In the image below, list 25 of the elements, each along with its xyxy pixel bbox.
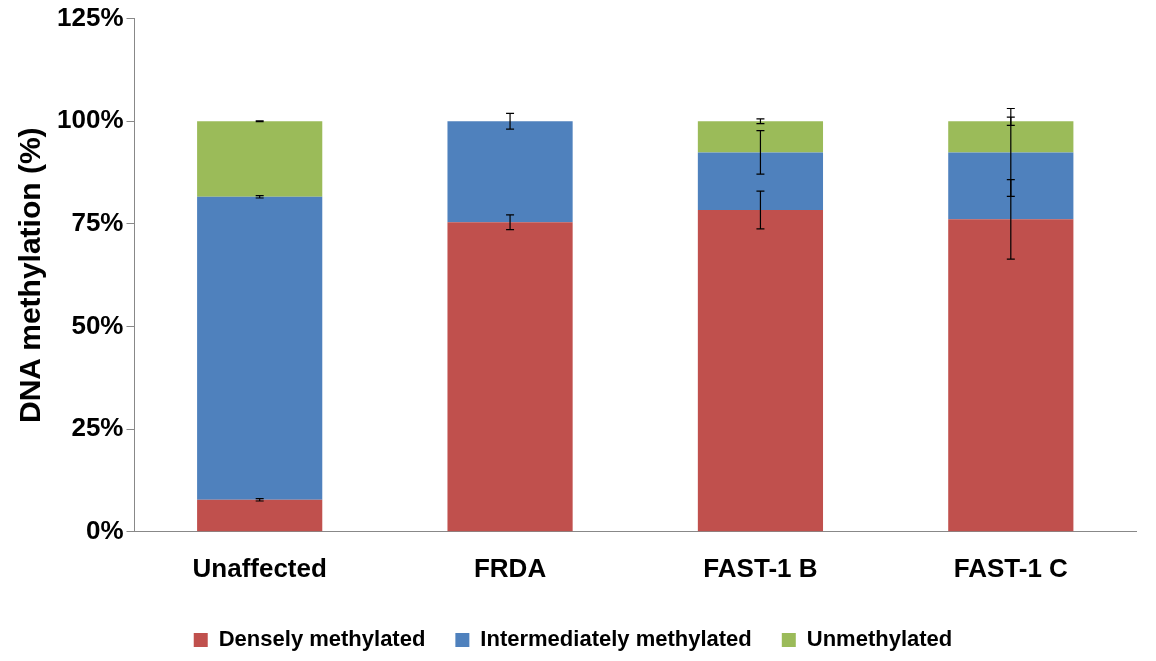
- y-tick-label: 0%: [85, 514, 124, 545]
- bar: [697, 121, 824, 153]
- legend-label: Unmethylated: [806, 626, 953, 652]
- y-tick-label: 25%: [71, 412, 124, 443]
- bar: [447, 222, 573, 532]
- bar: [948, 219, 1074, 532]
- y-tick-label: 50%: [71, 309, 124, 340]
- y-tick-label: 75%: [71, 207, 124, 238]
- bar: [948, 152, 1074, 220]
- bar: [948, 121, 1074, 153]
- bar: [447, 121, 573, 223]
- y-axis-title: DNA methylation (%): [13, 127, 47, 423]
- bar: [697, 152, 824, 210]
- bar: [197, 196, 323, 500]
- legend-label: Intermediately methylated: [480, 626, 752, 652]
- bar: [697, 209, 824, 532]
- x-tick-label: FAST-1 C: [953, 552, 1069, 583]
- x-tick-label: FAST-1 B: [703, 552, 818, 583]
- bar: [197, 121, 323, 197]
- legend-label: Densely methylated: [218, 626, 426, 652]
- y-tick-label: 125%: [57, 1, 124, 32]
- x-tick-label: FRDA: [473, 552, 547, 583]
- x-tick-label: Unaffected: [192, 552, 327, 583]
- bar: [197, 499, 323, 532]
- y-tick-label: 100%: [57, 104, 124, 135]
